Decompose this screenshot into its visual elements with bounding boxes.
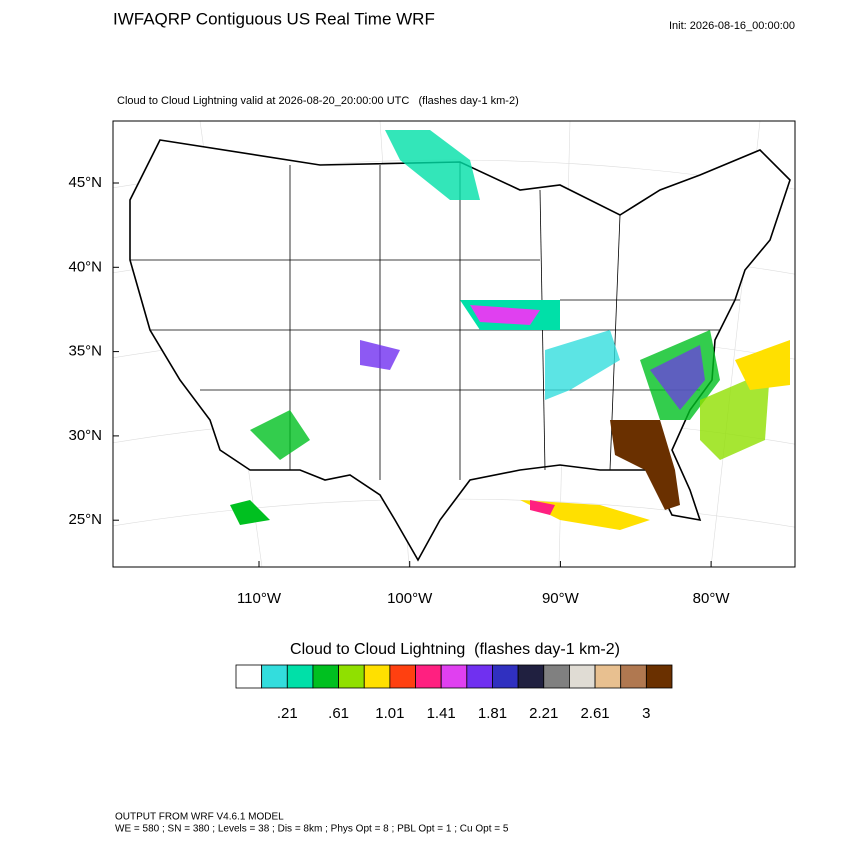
colorbar-box (492, 664, 519, 689)
colorbar-box (517, 664, 545, 689)
colorbar-box (363, 664, 391, 689)
lon-label: 110°W (237, 590, 282, 607)
subtitle: Cloud to Cloud Lightning valid at 2026-0… (117, 95, 519, 107)
lon-label: 80°W (693, 590, 731, 607)
footer-line: WE = 580 ; SN = 380 ; Levels = 38 ; Dis … (115, 824, 509, 835)
title: IWFAQRP Contiguous US Real Time WRF (113, 9, 435, 28)
colorbar-box (312, 664, 339, 689)
colorbar-label: .21 (277, 705, 298, 722)
colorbar-box (338, 664, 365, 689)
colorbar-title: Cloud to Cloud Lightning (flashes day-1 … (290, 641, 620, 658)
footer-line: OUTPUT FROM WRF V4.6.1 MODEL (115, 812, 284, 823)
map: 45°N 40°N 35°N 30°N 25°N 110°W 100°W 90°W 80°W (68, 120, 796, 607)
lat-label: 30°N (68, 427, 102, 444)
colorbar-label: 1.01 (375, 705, 404, 722)
colorbar-box (620, 664, 647, 689)
colorbar-label: 1.81 (478, 705, 507, 722)
lat-label: 40°N (68, 258, 102, 275)
lat-label: 35°N (68, 343, 102, 360)
lat-labels: 45°N 40°N 35°N 30°N 25°N (68, 174, 119, 528)
lat-label: 45°N (68, 174, 102, 191)
colorbar-box (235, 664, 263, 689)
colorbar-label: 2.61 (580, 705, 609, 722)
lon-label: 100°W (387, 590, 433, 607)
colorbar-box (389, 664, 416, 689)
lon-label: 90°W (542, 590, 580, 607)
colorbar-box (645, 664, 673, 689)
lat-label: 25°N (68, 511, 102, 528)
lightning-areas (230, 130, 790, 530)
init-time: Init: 2026-08-16_00:00:00 (669, 20, 795, 32)
colorbar-box (543, 664, 570, 689)
colorbar-box (286, 664, 314, 689)
map-content (113, 121, 795, 567)
colorbar-box (569, 664, 596, 689)
colorbar-box (415, 664, 442, 689)
colorbar: .21 .61 1.01 1.41 1.81 2.21 2.61 3 (235, 664, 673, 722)
colorbar-label: 2.21 (529, 705, 558, 722)
colorbar-label: .61 (328, 705, 349, 722)
colorbar-box (440, 664, 468, 689)
colorbar-box (261, 664, 288, 689)
colorbar-box (466, 664, 493, 689)
map-frame (112, 120, 796, 568)
colorbar-box (594, 664, 622, 689)
colorbar-label: 3 (642, 705, 650, 722)
lon-labels: 110°W 100°W 90°W 80°W (237, 561, 730, 607)
colorbar-label: 1.41 (427, 705, 456, 722)
